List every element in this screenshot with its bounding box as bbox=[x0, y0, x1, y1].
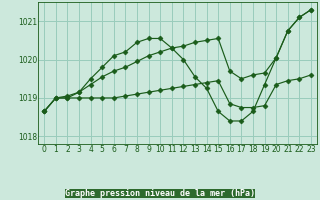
Text: Graphe pression niveau de la mer (hPa): Graphe pression niveau de la mer (hPa) bbox=[65, 189, 255, 198]
